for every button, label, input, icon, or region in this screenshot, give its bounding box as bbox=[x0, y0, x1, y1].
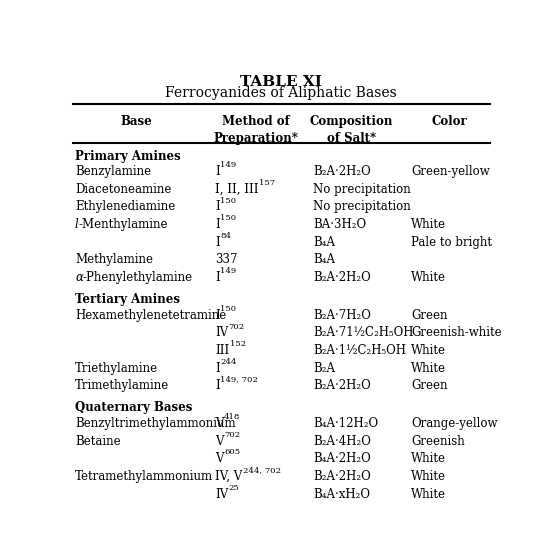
Text: B₄A·2H₂O: B₄A·2H₂O bbox=[313, 452, 371, 465]
Text: I, II, III: I, II, III bbox=[215, 183, 259, 196]
Text: V: V bbox=[215, 452, 224, 465]
Text: Tertiary Amines: Tertiary Amines bbox=[75, 293, 180, 306]
Text: B₂A·1½C₂H₅OH: B₂A·1½C₂H₅OH bbox=[313, 344, 406, 357]
Text: Composition
of Salt*: Composition of Salt* bbox=[310, 115, 393, 145]
Text: Hexamethylenetetramine: Hexamethylenetetramine bbox=[75, 308, 226, 322]
Text: IV: IV bbox=[215, 327, 229, 340]
Text: White: White bbox=[411, 344, 446, 357]
Text: No precipitation: No precipitation bbox=[313, 200, 411, 213]
Text: White: White bbox=[411, 361, 446, 375]
Text: Method of
Preparation*: Method of Preparation* bbox=[214, 115, 298, 145]
Text: Base: Base bbox=[121, 115, 153, 128]
Text: B₄A: B₄A bbox=[313, 253, 335, 266]
Text: III: III bbox=[215, 344, 229, 357]
Text: B₂A·71½C₂H₅OH: B₂A·71½C₂H₅OH bbox=[313, 327, 414, 340]
Text: I: I bbox=[215, 200, 220, 213]
Text: 25: 25 bbox=[229, 484, 239, 492]
Text: 418: 418 bbox=[224, 413, 240, 421]
Text: V: V bbox=[215, 435, 224, 448]
Text: B₂A·2H₂O: B₂A·2H₂O bbox=[313, 271, 371, 284]
Text: 605: 605 bbox=[224, 448, 240, 456]
Text: Tetramethylammonium: Tetramethylammonium bbox=[75, 470, 213, 483]
Text: Trimethylamine: Trimethylamine bbox=[75, 379, 169, 393]
Text: 702: 702 bbox=[229, 323, 245, 330]
Text: 152: 152 bbox=[229, 340, 246, 348]
Text: TABLE XI: TABLE XI bbox=[240, 75, 322, 89]
Text: -Menthylamine: -Menthylamine bbox=[79, 218, 168, 231]
Text: l: l bbox=[75, 218, 79, 231]
Text: 149: 149 bbox=[220, 162, 237, 169]
Text: B₄A·xH₂O: B₄A·xH₂O bbox=[313, 488, 370, 501]
Text: B₄A·12H₂O: B₄A·12H₂O bbox=[313, 417, 378, 430]
Text: No precipitation: No precipitation bbox=[313, 183, 411, 196]
Text: Green-yellow: Green-yellow bbox=[411, 165, 490, 178]
Text: 84: 84 bbox=[220, 232, 231, 240]
Text: 150: 150 bbox=[220, 305, 236, 313]
Text: White: White bbox=[411, 271, 446, 284]
Text: Greenish: Greenish bbox=[411, 435, 465, 448]
Text: Color: Color bbox=[432, 115, 467, 128]
Text: Primary Amines: Primary Amines bbox=[75, 150, 181, 163]
Text: IV: IV bbox=[215, 488, 229, 501]
Text: Green: Green bbox=[411, 379, 447, 393]
Text: Pale to bright: Pale to bright bbox=[411, 236, 492, 249]
Text: White: White bbox=[411, 470, 446, 483]
Text: IV, V: IV, V bbox=[215, 470, 243, 483]
Text: B₂A: B₂A bbox=[313, 361, 335, 375]
Text: Quaternary Bases: Quaternary Bases bbox=[75, 401, 192, 414]
Text: B₂A·2H₂O: B₂A·2H₂O bbox=[313, 379, 371, 393]
Text: 337: 337 bbox=[215, 253, 238, 266]
Text: Triethylamine: Triethylamine bbox=[75, 361, 158, 375]
Text: I: I bbox=[215, 379, 220, 393]
Text: B₂A·2H₂O: B₂A·2H₂O bbox=[313, 470, 371, 483]
Text: 244, 702: 244, 702 bbox=[243, 466, 281, 474]
Text: I: I bbox=[215, 361, 220, 375]
Text: I: I bbox=[215, 271, 220, 284]
Text: 157: 157 bbox=[259, 179, 275, 187]
Text: Benzyltrimethylammonium: Benzyltrimethylammonium bbox=[75, 417, 236, 430]
Text: 702: 702 bbox=[224, 431, 240, 439]
Text: -Phenylethylamine: -Phenylethylamine bbox=[82, 271, 193, 284]
Text: I: I bbox=[215, 218, 220, 231]
Text: 150: 150 bbox=[220, 197, 236, 205]
Text: Methylamine: Methylamine bbox=[75, 253, 153, 266]
Text: B₂A·7H₂O: B₂A·7H₂O bbox=[313, 308, 371, 322]
Text: White: White bbox=[411, 488, 446, 501]
Text: I: I bbox=[215, 236, 220, 249]
Text: Green: Green bbox=[411, 308, 447, 322]
Text: Ferrocyanides of Aliphatic Bases: Ferrocyanides of Aliphatic Bases bbox=[165, 86, 397, 100]
Text: 149: 149 bbox=[220, 268, 237, 275]
Text: White: White bbox=[411, 218, 446, 231]
Text: I: I bbox=[215, 165, 220, 178]
Text: 150: 150 bbox=[220, 215, 236, 222]
Text: α: α bbox=[75, 271, 83, 284]
Text: Benzylamine: Benzylamine bbox=[75, 165, 151, 178]
Text: B₄A: B₄A bbox=[313, 236, 335, 249]
Text: BA·3H₂O: BA·3H₂O bbox=[313, 218, 366, 231]
Text: Betaine: Betaine bbox=[75, 435, 121, 448]
Text: Orange-yellow: Orange-yellow bbox=[411, 417, 497, 430]
Text: B₂A·4H₂O: B₂A·4H₂O bbox=[313, 435, 371, 448]
Text: 149, 702: 149, 702 bbox=[220, 376, 258, 383]
Text: 244: 244 bbox=[220, 358, 237, 366]
Text: V: V bbox=[215, 417, 224, 430]
Text: Ethylenediamine: Ethylenediamine bbox=[75, 200, 175, 213]
Text: Greenish-white: Greenish-white bbox=[411, 327, 502, 340]
Text: White: White bbox=[411, 452, 446, 465]
Text: Diacetoneamine: Diacetoneamine bbox=[75, 183, 171, 196]
Text: B₂A·2H₂O: B₂A·2H₂O bbox=[313, 165, 371, 178]
Text: I: I bbox=[215, 308, 220, 322]
